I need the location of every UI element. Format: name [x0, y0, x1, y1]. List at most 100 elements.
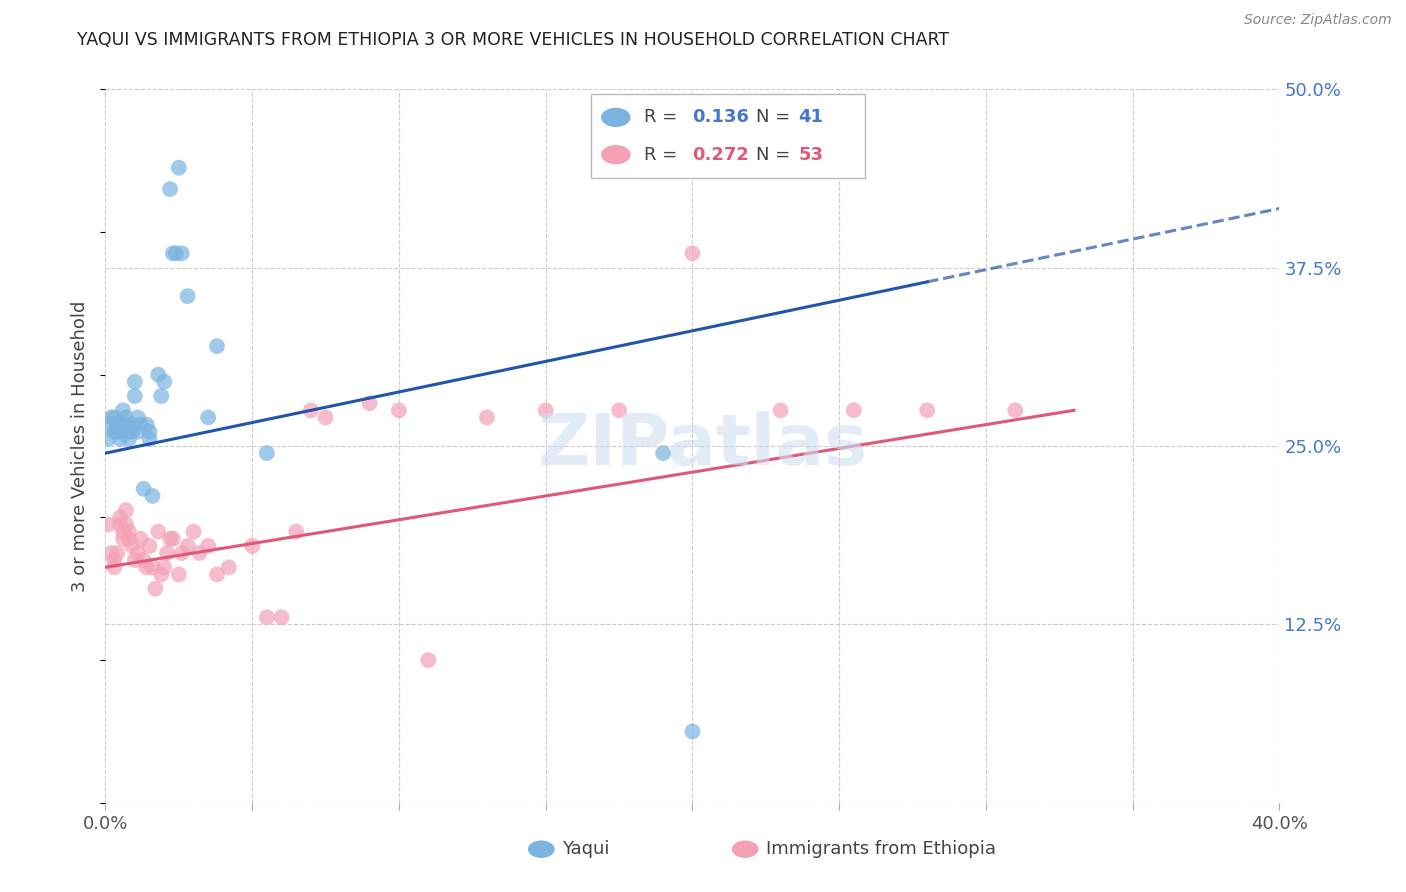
Point	[240, 539, 263, 553]
Point	[270, 610, 292, 624]
Point	[105, 417, 128, 432]
Point	[842, 403, 865, 417]
Point	[299, 403, 322, 417]
Point	[121, 417, 143, 432]
Point	[141, 560, 163, 574]
Point	[534, 403, 557, 417]
Y-axis label: 3 or more Vehicles in Household: 3 or more Vehicles in Household	[72, 301, 90, 591]
Point	[124, 553, 146, 567]
Point	[148, 368, 170, 382]
Point	[115, 503, 138, 517]
Point	[162, 246, 184, 260]
Point	[118, 432, 141, 446]
Point	[115, 517, 138, 532]
Point	[135, 560, 157, 574]
Point	[118, 532, 141, 546]
Point	[150, 389, 173, 403]
Point	[176, 539, 198, 553]
Point	[118, 425, 141, 439]
Text: R =: R =	[644, 109, 683, 127]
Point	[121, 425, 143, 439]
Text: 53: 53	[799, 145, 824, 163]
Point	[97, 517, 120, 532]
Point	[127, 546, 149, 560]
Point	[129, 532, 152, 546]
Point	[138, 539, 160, 553]
Point	[148, 524, 170, 539]
Text: N =: N =	[756, 109, 796, 127]
Point	[129, 417, 152, 432]
Point	[205, 567, 228, 582]
Point	[112, 524, 135, 539]
Point	[167, 567, 190, 582]
Text: R =: R =	[644, 145, 683, 163]
Text: ZIPatlas: ZIPatlas	[538, 411, 868, 481]
Point	[103, 553, 125, 567]
Point	[105, 425, 128, 439]
Point	[1004, 403, 1026, 417]
Point	[112, 403, 135, 417]
Point	[652, 446, 675, 460]
Point	[100, 417, 122, 432]
Point	[112, 532, 135, 546]
Point	[127, 410, 149, 425]
Point	[153, 375, 176, 389]
Point	[150, 567, 173, 582]
Point	[205, 339, 228, 353]
Point	[917, 403, 939, 417]
Point	[170, 546, 193, 560]
Text: YAQUI VS IMMIGRANTS FROM ETHIOPIA 3 OR MORE VEHICLES IN HOUSEHOLD CORRELATION CH: YAQUI VS IMMIGRANTS FROM ETHIOPIA 3 OR M…	[77, 31, 949, 49]
Point	[176, 289, 198, 303]
Point	[162, 532, 184, 546]
Point	[256, 610, 278, 624]
Point	[388, 403, 411, 417]
Point	[141, 489, 163, 503]
Point	[108, 425, 131, 439]
Point	[769, 403, 792, 417]
Point	[359, 396, 381, 410]
Text: 41: 41	[799, 109, 824, 127]
Point	[418, 653, 440, 667]
Point	[115, 410, 138, 425]
Point	[103, 410, 125, 425]
Point	[165, 246, 187, 260]
Point	[183, 524, 205, 539]
Point	[170, 246, 193, 260]
Text: Yaqui: Yaqui	[562, 840, 610, 858]
Point	[97, 432, 120, 446]
Point	[256, 446, 278, 460]
Point	[197, 410, 219, 425]
Point	[156, 546, 179, 560]
Point	[197, 539, 219, 553]
Point	[132, 482, 155, 496]
Point	[475, 410, 498, 425]
Point	[103, 560, 125, 574]
Text: Source: ZipAtlas.com: Source: ZipAtlas.com	[1244, 12, 1392, 27]
Point	[108, 510, 131, 524]
Point	[138, 432, 160, 446]
Point	[143, 582, 166, 596]
Point	[127, 425, 149, 439]
Point	[100, 546, 122, 560]
Point	[103, 425, 125, 439]
Point	[167, 161, 190, 175]
Point	[682, 246, 704, 260]
Point	[118, 524, 141, 539]
Point	[124, 389, 146, 403]
Point	[115, 417, 138, 432]
Point	[159, 182, 181, 196]
Text: 0.136: 0.136	[692, 109, 748, 127]
Point	[112, 417, 135, 432]
Point	[105, 546, 128, 560]
Point	[138, 425, 160, 439]
Point	[121, 539, 143, 553]
Point	[607, 403, 630, 417]
Point	[153, 560, 176, 574]
Point	[218, 560, 240, 574]
Point	[100, 410, 122, 425]
Text: Immigrants from Ethiopia: Immigrants from Ethiopia	[766, 840, 997, 858]
Point	[159, 532, 181, 546]
Point	[132, 553, 155, 567]
Point	[285, 524, 308, 539]
Point	[108, 517, 131, 532]
